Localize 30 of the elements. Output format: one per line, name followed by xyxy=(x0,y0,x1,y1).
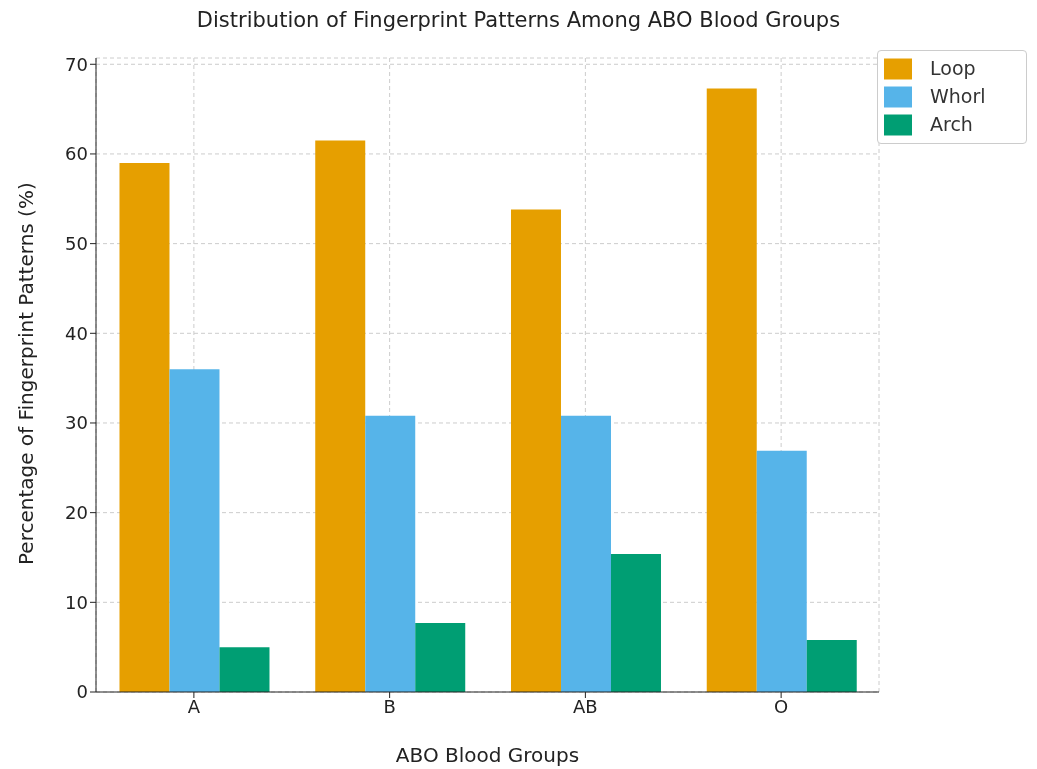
bar xyxy=(806,639,857,692)
bar xyxy=(610,553,661,692)
x-axis-title: ABO Blood Groups xyxy=(395,743,580,767)
x-tick-label: A xyxy=(187,695,201,717)
y-tick-label: 0 xyxy=(76,681,88,703)
y-tick-label: 30 xyxy=(65,412,88,434)
bar xyxy=(315,140,366,692)
y-axis-title: Percentage of Fingerprint Patterns (%) xyxy=(14,182,39,565)
x-tick-label: O xyxy=(774,695,789,717)
legend-label: Arch xyxy=(930,112,973,135)
y-tick-label: 60 xyxy=(65,143,88,165)
bar xyxy=(169,369,220,692)
bar xyxy=(756,450,807,692)
bar xyxy=(365,415,416,692)
y-tick-label: 20 xyxy=(65,502,88,524)
legend-label: Whorl xyxy=(930,84,986,107)
bar xyxy=(415,622,466,692)
legend-label: Loop xyxy=(930,56,976,79)
x-tick-label: AB xyxy=(573,695,598,717)
y-tick-label: 10 xyxy=(65,591,88,613)
chart-title: Distribution of Fingerprint Patterns Among ABO Blood Groups xyxy=(195,8,842,34)
bar xyxy=(219,647,270,692)
bar xyxy=(706,88,757,692)
y-tick-label: 70 xyxy=(65,53,88,75)
y-tick-label: 40 xyxy=(65,322,88,344)
x-tick-label: B xyxy=(383,695,396,717)
bar xyxy=(119,162,170,692)
bar xyxy=(510,209,561,692)
bar xyxy=(560,415,611,692)
y-tick-label: 50 xyxy=(65,233,88,255)
